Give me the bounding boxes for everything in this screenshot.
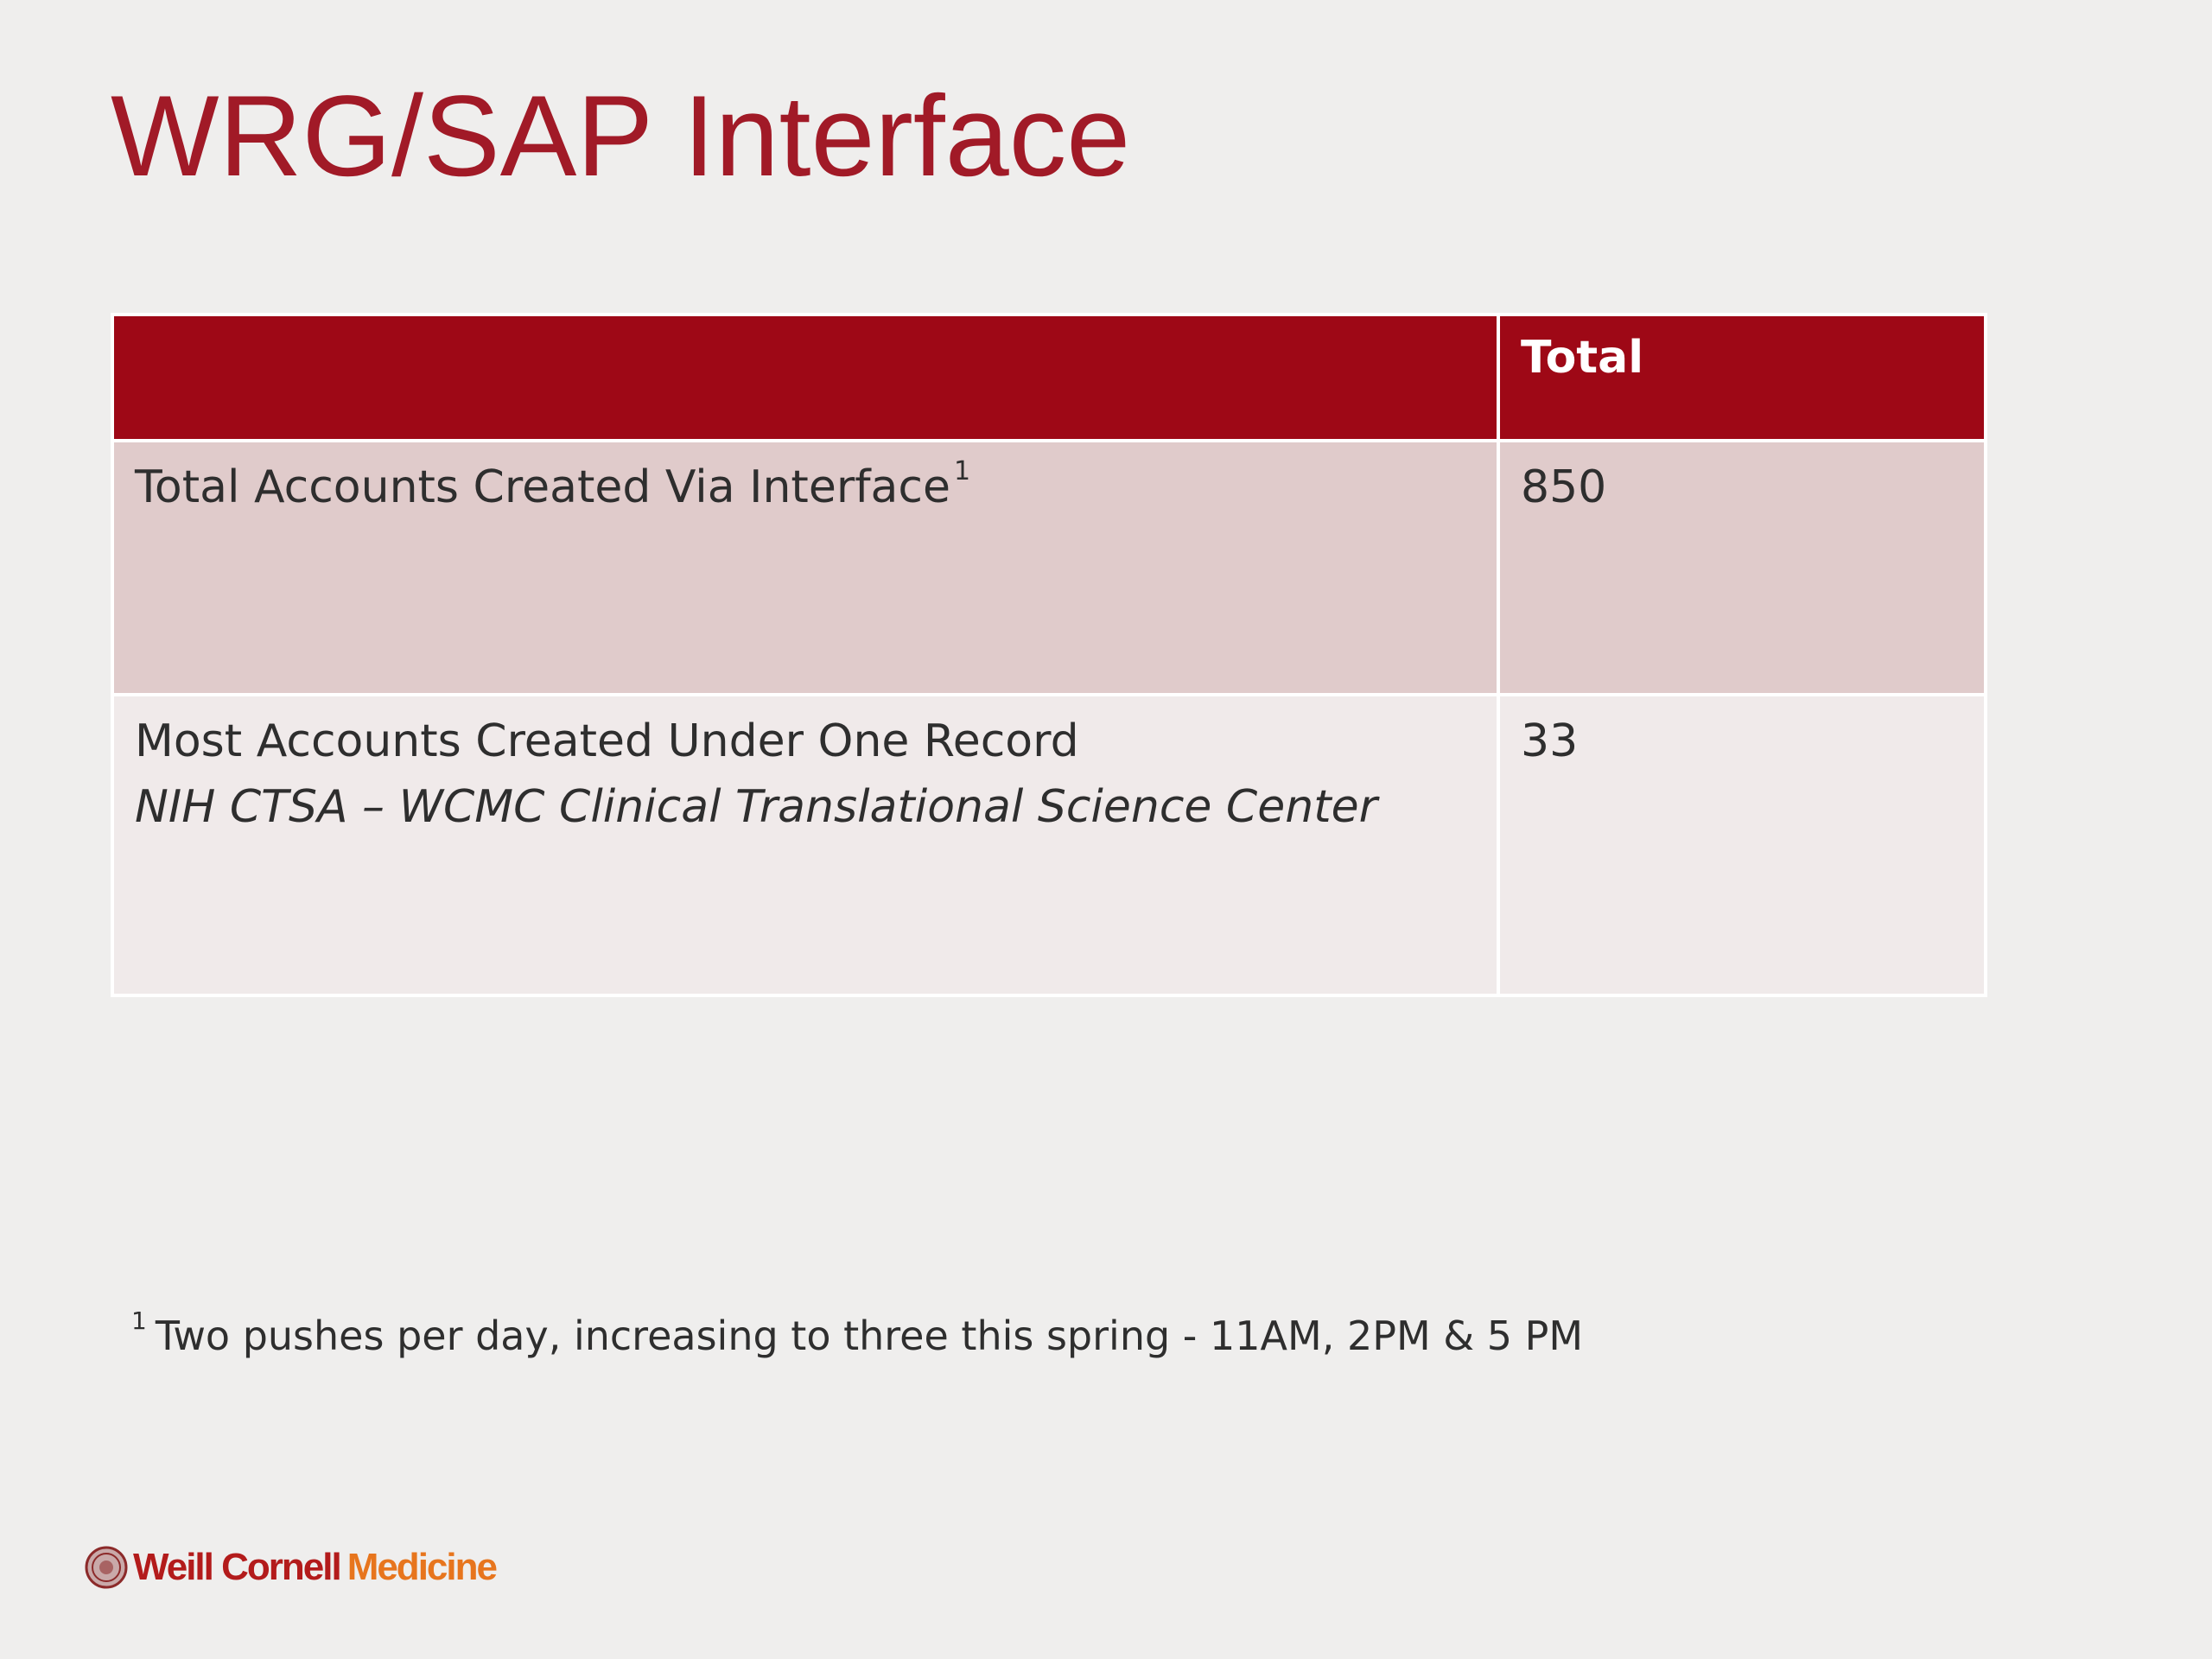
footnote: 1 Two pushes per day, increasing to three…: [131, 1301, 1583, 1370]
row-sublabel: NIH CTSA – WCMC Clinical Translational S…: [135, 781, 1377, 833]
row-total-cell: 33: [1497, 693, 1987, 997]
footnote-text: Two pushes per day, increasing to three …: [155, 1313, 1584, 1359]
row-label-cell: Most Accounts Created Under One Record NI…: [111, 693, 1500, 997]
weill-cornell-logo: Weill Cornell Medicine: [85, 1543, 498, 1592]
row-total-cell: 850: [1497, 439, 1987, 696]
header-label-cell: [111, 313, 1500, 442]
footnote-reference: 1: [953, 456, 971, 486]
footnote-marker: 1: [131, 1306, 147, 1335]
header-total-cell: Total: [1497, 313, 1987, 442]
table-row: Most Accounts Created Under One Record NI…: [111, 693, 1987, 997]
row-label-cell: Total Accounts Created Via Interface 1: [111, 439, 1500, 696]
row-label: Most Accounts Created Under One Record: [135, 715, 1079, 767]
slide-title: WRG/SAP Interface: [111, 73, 1131, 200]
brand-name: Weill Cornell: [133, 1546, 342, 1588]
cornell-seal-icon: [85, 1546, 128, 1589]
table-row: Total Accounts Created Via Interface 1 85…: [111, 439, 1987, 696]
accounts-table: Total Total Accounts Created Via Interfa…: [111, 313, 1987, 997]
table-header-row: Total: [111, 313, 1987, 442]
row-label: Total Accounts Created Via Interface: [135, 461, 950, 513]
brand-accent: Medicine: [346, 1546, 498, 1588]
